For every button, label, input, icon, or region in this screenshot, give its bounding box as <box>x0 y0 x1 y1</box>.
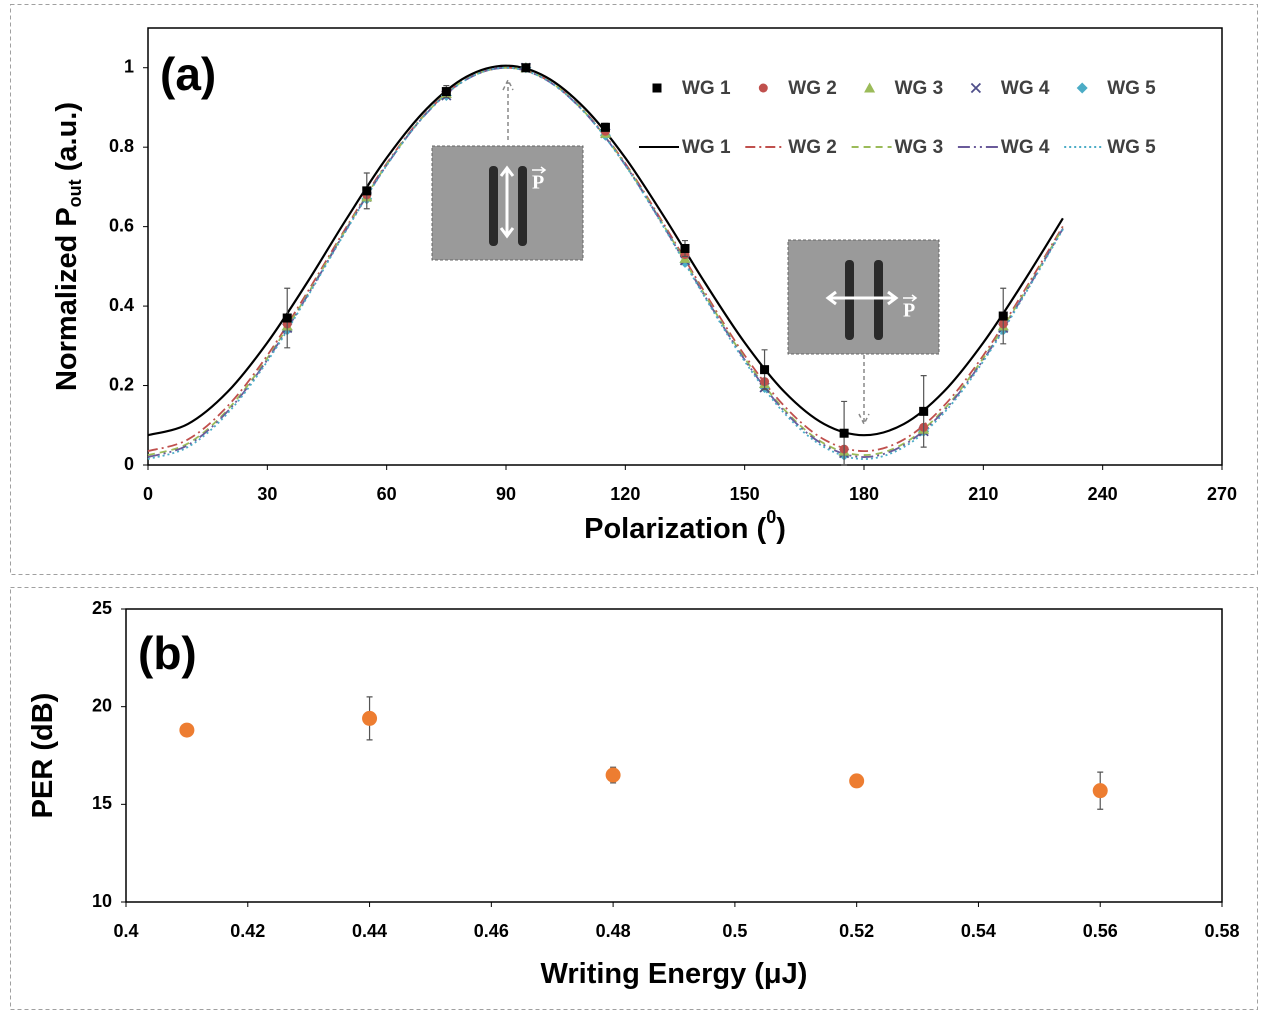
x-tick-label: 0.42 <box>230 921 265 941</box>
y-axis-title-part: PER (dB) <box>27 693 59 819</box>
marker <box>998 311 1008 321</box>
legend-label: WG 5 <box>1107 137 1156 158</box>
fit-line <box>147 64 1064 437</box>
pointer-arrow <box>502 78 514 140</box>
panel-border <box>10 587 1258 1010</box>
y-axis-title: PER (dB) <box>27 693 59 819</box>
waveguide-trace <box>845 260 854 340</box>
x-tick-label: 0.4 <box>113 921 138 941</box>
marker <box>605 767 621 783</box>
x-tick-label: 30 <box>257 484 277 504</box>
legend-label: WG 2 <box>788 78 837 99</box>
panel-label: (b) <box>138 627 197 679</box>
polarization-arrow <box>825 290 899 306</box>
x-tick-label: 0.48 <box>596 921 631 941</box>
x-axis-title-part: Writing Energy (μJ) <box>541 958 808 990</box>
marker <box>179 722 195 738</box>
marker <box>362 186 372 196</box>
marker <box>600 122 610 132</box>
marker <box>839 428 849 438</box>
marker <box>652 83 662 93</box>
legend-label: WG 4 <box>1001 137 1050 158</box>
x-tick-label: 270 <box>1207 484 1237 504</box>
legend-label: WG 1 <box>682 78 731 99</box>
x-tick-label: 0.5 <box>722 921 747 941</box>
polarization-arrow <box>499 165 515 239</box>
inset-label: P <box>903 300 915 322</box>
waveguide-trace <box>518 166 527 246</box>
y-tick-label: 15 <box>92 793 112 813</box>
x-axis-title-part: ) <box>776 513 786 545</box>
marker <box>849 773 865 789</box>
x-tick-label: 0.46 <box>474 921 509 941</box>
x-tick-label: 240 <box>1088 484 1118 504</box>
plot-frame <box>125 608 1223 903</box>
vector-arrow <box>903 294 918 302</box>
x-tick-label: 0.56 <box>1083 921 1118 941</box>
x-tick-label: 0.52 <box>839 921 874 941</box>
marker <box>760 365 770 375</box>
x-tick-label: 150 <box>730 484 760 504</box>
marker <box>680 243 690 253</box>
y-tick-label: 25 <box>92 598 112 618</box>
panel-border <box>10 4 1258 575</box>
marker <box>758 83 768 93</box>
y-tick-label: 10 <box>92 891 112 911</box>
y-tick-label: 0.6 <box>109 215 134 235</box>
y-tick-label: 0.2 <box>109 374 134 394</box>
waveguide-trace <box>489 166 498 246</box>
waveguide-trace <box>874 260 883 340</box>
fit-line <box>147 66 1064 460</box>
y-tick-label: 0.4 <box>109 295 134 315</box>
x-tick-label: 0.44 <box>352 921 387 941</box>
y-axis-title-part: out <box>65 179 85 207</box>
y-axis-title: Normalized Pout (a.u.) <box>51 102 85 391</box>
x-tick-label: 90 <box>496 484 516 504</box>
legend-label: WG 4 <box>1001 78 1050 99</box>
y-tick-label: 0 <box>124 454 134 474</box>
x-tick-label: 0.58 <box>1204 921 1239 941</box>
y-tick-label: 0.8 <box>109 136 134 156</box>
marker <box>521 63 531 73</box>
plot-frame <box>147 27 1223 466</box>
y-tick-label: 20 <box>92 695 112 715</box>
marker <box>1076 82 1088 94</box>
x-tick-label: 120 <box>610 484 640 504</box>
x-tick-label: 60 <box>377 484 397 504</box>
legend-label: WG 3 <box>895 137 944 158</box>
legend-label: WG 2 <box>788 137 837 158</box>
y-tick-label: 1 <box>124 56 134 76</box>
x-axis-title-part: 0 <box>766 507 776 527</box>
marker <box>970 82 982 94</box>
marker <box>919 406 929 416</box>
y-axis-title-part: Normalized P <box>51 207 83 391</box>
marker <box>441 87 451 97</box>
marker <box>282 313 292 323</box>
y-axis-title-part: (a.u.) <box>51 102 83 179</box>
inset-label: P <box>532 172 544 194</box>
x-axis-title: Writing Energy (μJ) <box>541 958 808 990</box>
vector-arrow <box>532 166 547 174</box>
marker <box>1092 783 1108 799</box>
x-tick-label: 0.54 <box>961 921 996 941</box>
x-axis-title: Polarization (0) <box>584 507 786 545</box>
pointer-arrow <box>858 355 870 426</box>
legend-label: WG 5 <box>1107 78 1156 99</box>
x-tick-label: 0 <box>143 484 153 504</box>
x-tick-label: 210 <box>968 484 998 504</box>
marker <box>864 82 876 93</box>
marker <box>362 710 378 726</box>
panel-label: (a) <box>160 48 216 100</box>
x-axis-title-part: Polarization ( <box>584 513 766 545</box>
x-tick-label: 180 <box>849 484 879 504</box>
legend-label: WG 1 <box>682 137 731 158</box>
legend-label: WG 3 <box>895 78 944 99</box>
